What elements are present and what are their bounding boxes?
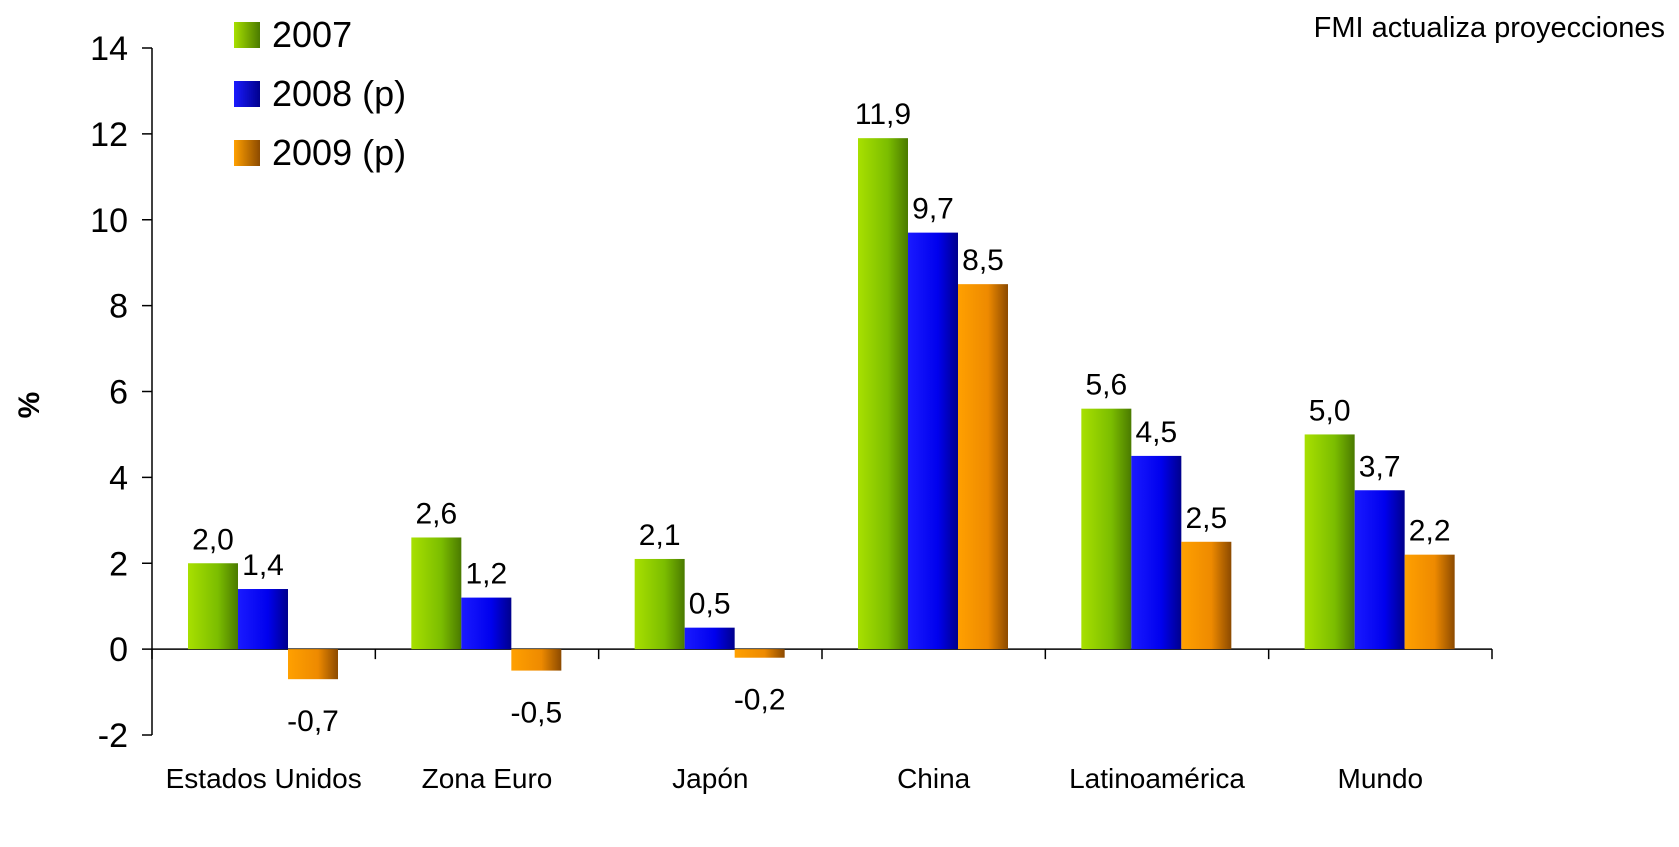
bar-1: [635, 559, 685, 649]
bar-2: [238, 589, 288, 649]
data-label: 9,7: [912, 193, 954, 226]
chart-labels: 2,0 2,6 2,1 11,9 5,6 5,0 1,4 1,2 0,5 9,7 4,5 3,7 -0,…: [192, 98, 1450, 738]
x-tick-label: Japón: [672, 763, 748, 794]
legend-item-2008: 2008 (p): [234, 64, 406, 123]
data-label: 1,4: [242, 549, 284, 582]
x-tick-label: China: [897, 763, 971, 794]
data-label: 8,5: [962, 244, 1004, 277]
legend-swatch: [234, 140, 260, 166]
bar-2: [1355, 490, 1405, 649]
data-label: 2,5: [1185, 502, 1227, 535]
bar-1: [188, 563, 238, 649]
data-label: 11,9: [855, 98, 911, 131]
y-tick-label: 2: [109, 545, 128, 583]
y-tick-label: 8: [109, 288, 128, 326]
y-axis-label: %: [13, 385, 47, 425]
x-tick-label: Estados Unidos: [166, 763, 362, 794]
bar-3: [1405, 555, 1455, 649]
x-tick-label: Mundo: [1338, 763, 1424, 794]
y-tick-label: -2: [98, 717, 128, 755]
y-tick-label: 12: [90, 116, 128, 154]
data-label: 2,0: [192, 523, 234, 556]
y-tick-label: 4: [109, 459, 128, 497]
bar-3: [288, 649, 338, 679]
bar-2: [461, 598, 511, 650]
data-label: 3,7: [1359, 450, 1401, 483]
legend-item-2007: 2007: [234, 5, 406, 64]
legend: 2007 2008 (p) 2009 (p): [234, 5, 406, 182]
bar-1: [1305, 434, 1355, 649]
y-tick-label: 14: [90, 30, 128, 68]
data-label: 2,1: [639, 519, 681, 552]
legend-swatch: [234, 22, 260, 48]
data-label: 2,6: [415, 497, 457, 530]
data-label: -0,7: [287, 705, 339, 738]
data-label: 4,5: [1135, 416, 1177, 449]
legend-label: 2007: [272, 14, 352, 56]
bar-2: [685, 628, 735, 649]
bar-2: [1131, 456, 1181, 649]
chart-bars: [188, 138, 1455, 679]
y-tick-label: 10: [90, 202, 128, 240]
y-tick-label: 0: [109, 631, 128, 669]
data-label: 5,0: [1309, 394, 1351, 427]
x-tick-label: Zona Euro: [422, 763, 553, 794]
data-label: 5,6: [1085, 369, 1127, 402]
legend-label: 2008 (p): [272, 73, 406, 115]
legend-swatch: [234, 81, 260, 107]
bar-3: [1181, 542, 1231, 649]
y-tick-label: 6: [109, 374, 128, 412]
bar-3: [735, 649, 785, 658]
bar-2: [908, 233, 958, 649]
chart-subtitle: FMI actualiza proyecciones: [1314, 12, 1665, 45]
data-label: -0,5: [510, 697, 562, 730]
bar-1: [411, 537, 461, 649]
legend-label: 2009 (p): [272, 132, 406, 174]
bar-3: [958, 284, 1008, 649]
data-label: 0,5: [689, 588, 731, 621]
bar-1: [1081, 409, 1131, 649]
legend-item-2009: 2009 (p): [234, 123, 406, 182]
bar-1: [858, 138, 908, 649]
data-label: 2,2: [1409, 515, 1451, 548]
bar-3: [511, 649, 561, 670]
x-tick-label: Latinoamérica: [1069, 763, 1245, 794]
data-label: 1,2: [465, 558, 507, 591]
data-label: -0,2: [734, 684, 786, 717]
